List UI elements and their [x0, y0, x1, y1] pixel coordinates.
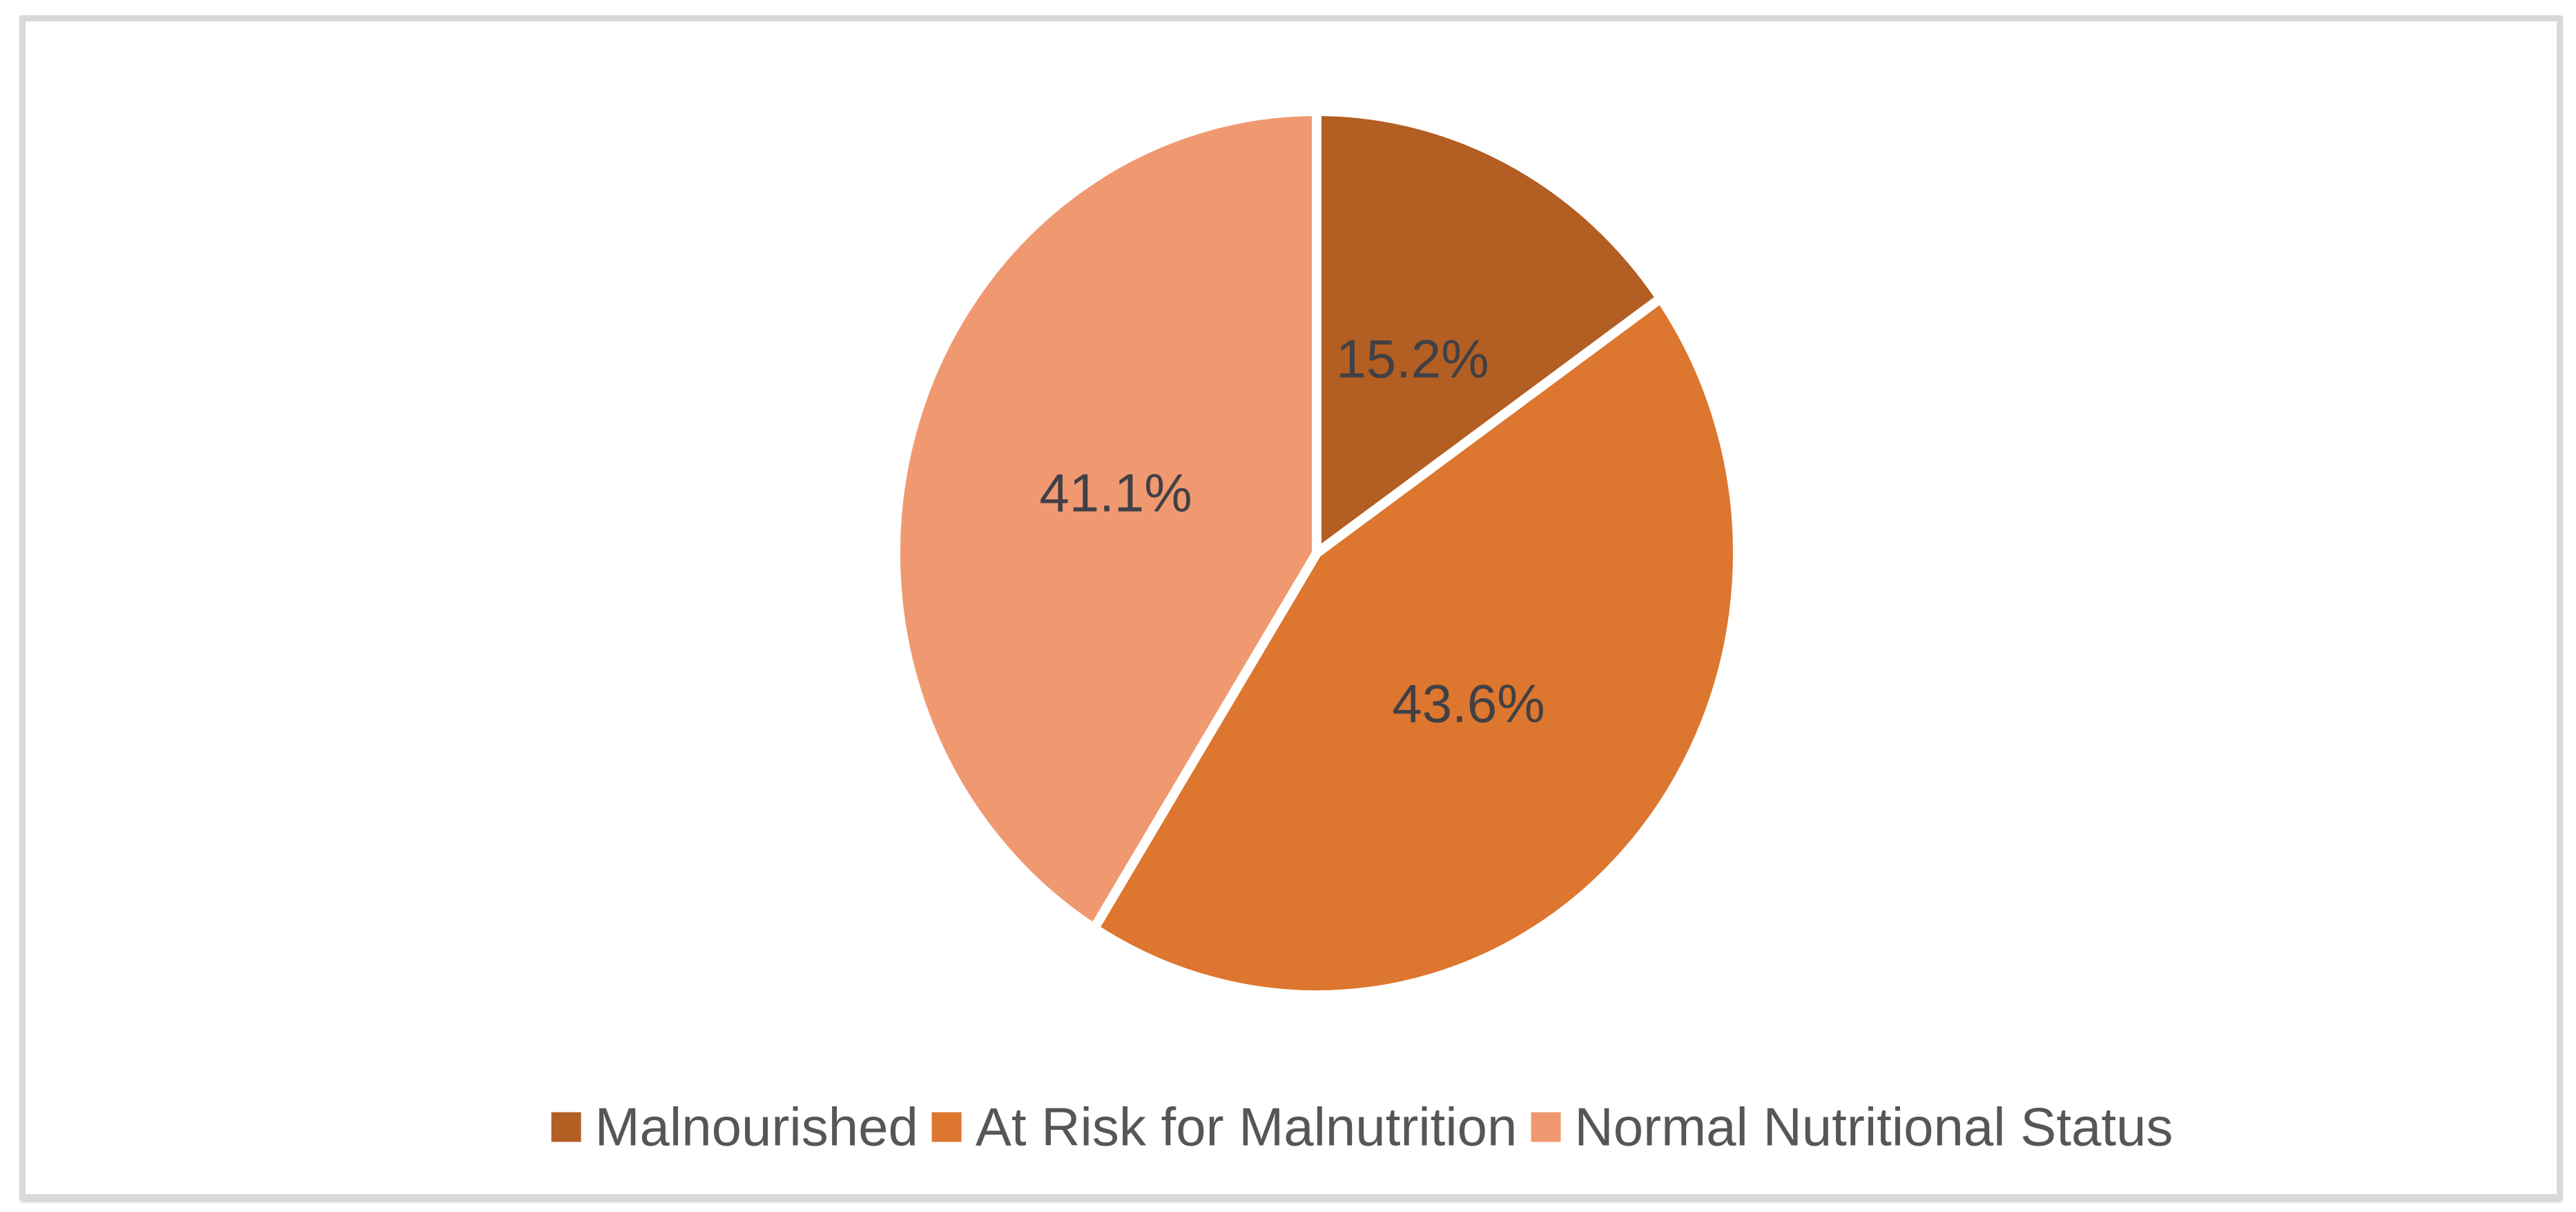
legend-swatch-icon [1531, 1112, 1561, 1142]
legend-item-malnourished[interactable]: Malnourished [551, 1096, 918, 1159]
legend-item-normal-nutritional-status[interactable]: Normal Nutritional Status [1531, 1096, 2173, 1159]
data-label-at-risk-for-malnutrition: 43.6% [1392, 673, 1545, 734]
legend-label: Malnourished [594, 1096, 918, 1157]
pie-chart [891, 106, 1743, 1000]
legend-label: At Risk for Malnutrition [975, 1096, 1518, 1157]
chart-card: 15.2% 43.6% 41.1% Malnourished At Risk for … [19, 15, 2563, 1200]
legend-swatch-icon [551, 1112, 581, 1142]
pie-slice-malnourished[interactable] [1312, 106, 1666, 558]
legend-label: Normal Nutritional Status [1574, 1096, 2173, 1157]
pie-slice-at-risk-for-malnutrition[interactable] [1089, 293, 1743, 1000]
chart-legend: Malnourished At Risk for Malnutrition Norm… [551, 1096, 2173, 1159]
legend-item-at-risk-for-malnutrition[interactable]: At Risk for Malnutrition [931, 1096, 1518, 1159]
pie-slice-normal-nutritional-status[interactable] [891, 106, 1321, 934]
legend-swatch-icon [931, 1112, 962, 1142]
data-label-normal-nutritional-status: 41.1% [1039, 462, 1192, 523]
data-label-malnourished: 15.2% [1336, 328, 1489, 389]
